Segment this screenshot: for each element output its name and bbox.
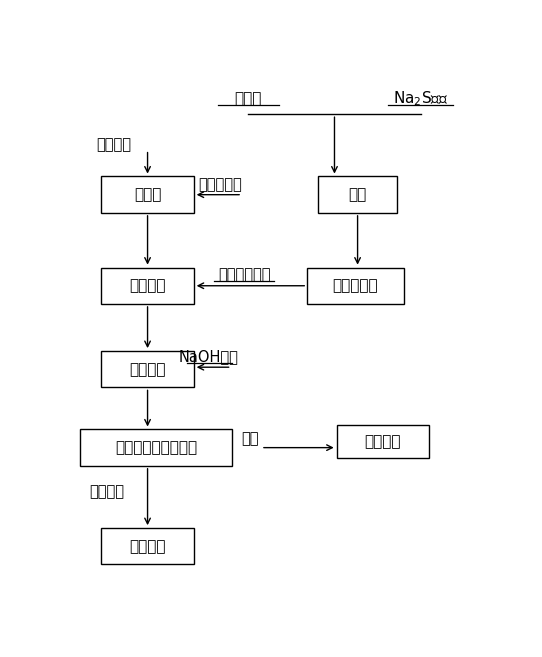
Text: 球磨: 球磨 (349, 187, 367, 202)
Text: 循环利用: 循环利用 (365, 434, 401, 449)
Text: 含铬废液: 含铬废液 (96, 137, 131, 152)
FancyBboxPatch shape (337, 425, 429, 459)
FancyBboxPatch shape (101, 528, 194, 564)
Text: 清洗、干燥: 清洗、干燥 (333, 279, 378, 293)
Text: 出水: 出水 (242, 432, 259, 447)
FancyBboxPatch shape (101, 177, 194, 213)
Text: 含铬污泥: 含铬污泥 (89, 485, 124, 500)
Text: 沉淀过程: 沉淀过程 (130, 362, 166, 376)
Text: NaOH热液: NaOH热液 (179, 350, 239, 365)
Text: 铬铁合金: 铬铁合金 (130, 539, 166, 554)
FancyBboxPatch shape (318, 177, 397, 213)
Text: Na$_2$S溶液: Na$_2$S溶液 (393, 90, 448, 108)
Text: 还原过程: 还原过程 (130, 279, 166, 293)
FancyBboxPatch shape (101, 267, 194, 304)
Text: 预处理: 预处理 (134, 187, 162, 202)
Text: 离心过滤、热水洗涤: 离心过滤、热水洗涤 (115, 440, 197, 455)
FancyBboxPatch shape (307, 267, 404, 304)
FancyBboxPatch shape (80, 430, 231, 466)
Text: 零价铁: 零价铁 (235, 91, 262, 106)
Text: 硫化零价铁粉: 硫化零价铁粉 (218, 267, 270, 283)
FancyBboxPatch shape (101, 351, 194, 388)
Text: 矿化促进剂: 矿化促进剂 (198, 177, 242, 193)
